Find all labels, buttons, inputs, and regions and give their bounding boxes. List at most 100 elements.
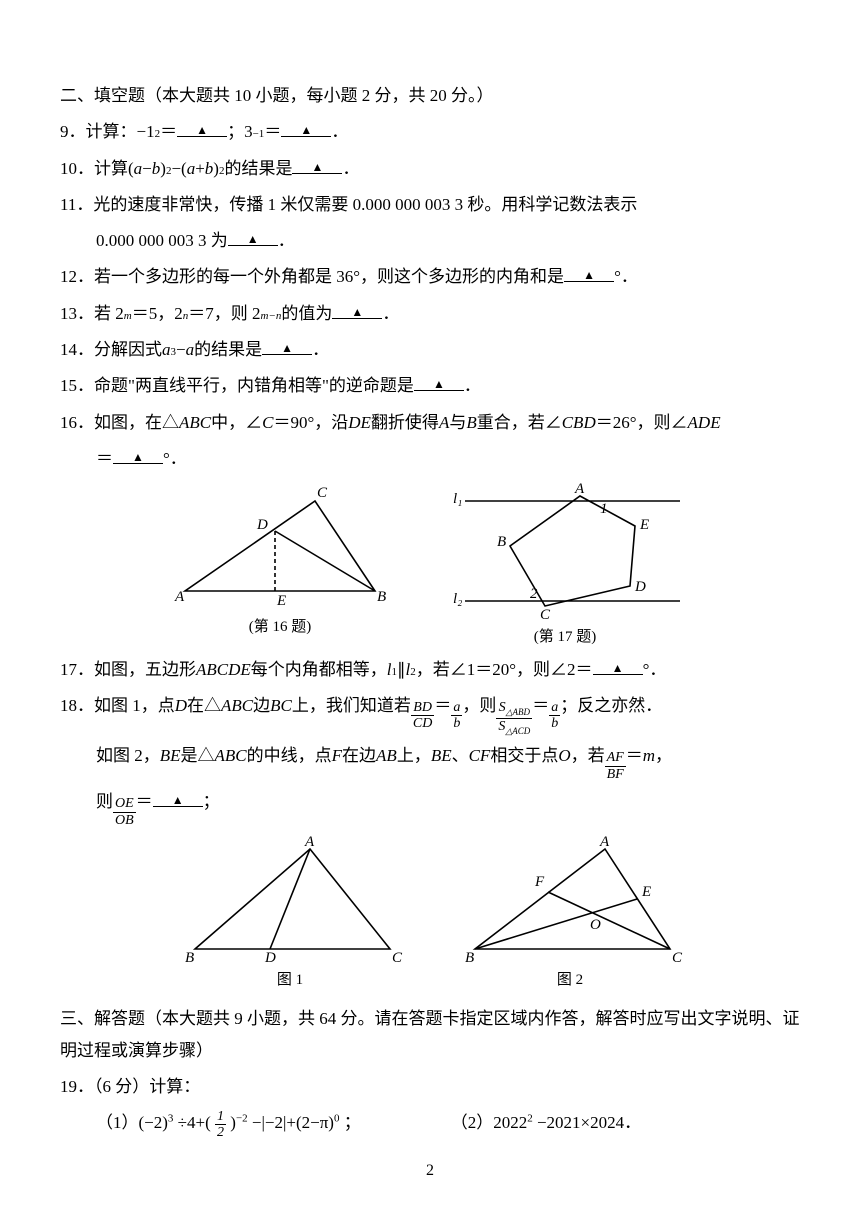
svg-text:A: A — [304, 834, 315, 850]
var-a: a — [134, 153, 143, 185]
q13: 13．若 2m ＝5，2n ＝7，则 2m−n 的值为 ． — [60, 298, 800, 330]
q18-t2: 在△ — [187, 690, 221, 722]
q9-t4: ＝ — [264, 116, 281, 148]
frac-af-bf: AFBF — [605, 750, 626, 782]
q12-t2: °． — [614, 261, 638, 293]
section-3-heading: 三、解答题（本大题共 9 小题，共 64 分。请在答题卡指定区域内作答，解答时应… — [60, 1003, 800, 1068]
den1: CD — [411, 716, 434, 731]
q13-t2: ＝5，2 — [132, 298, 183, 330]
q18-t21: ； — [203, 786, 220, 818]
num3: a — [549, 700, 560, 716]
q9: 9．计算：−12 ＝ ；3−1 ＝ ． — [60, 116, 800, 148]
q19: 19．（6 分）计算： — [60, 1071, 800, 1103]
den4: BF — [605, 767, 626, 782]
hn: 1 — [215, 1109, 226, 1125]
q18-t3: 边 — [253, 690, 270, 722]
q15-t1: 15．命题"两直线平行，内错角相等"的逆命题是 — [60, 370, 414, 402]
q18-t6: ，则 — [462, 690, 496, 722]
q11-line2: 0.000 000 003 3 为 ． — [60, 225, 800, 257]
q19-1b: ÷4+( — [178, 1113, 211, 1132]
blank-18 — [153, 789, 203, 807]
svg-text:l₂: l₂ — [453, 591, 462, 607]
q15-t2: ． — [464, 370, 481, 402]
svg-text:O: O — [590, 917, 601, 933]
q18-line3: 则 OEOB ＝ ； — [60, 786, 800, 828]
q17-t1: 17．如图，五边形 — [60, 654, 196, 686]
ssub2: △ACD — [505, 726, 530, 736]
frac-half: 12 — [215, 1109, 226, 1141]
q18-t16: ，若 — [571, 740, 605, 772]
q18-t15: 相交于点 — [490, 740, 558, 772]
s3-heading-text: 三、解答题（本大题共 9 小题，共 64 分。请在答题卡指定区域内作答，解答时应… — [60, 1003, 800, 1068]
page-number: 2 — [426, 1156, 434, 1186]
q9-t3: ；3 — [227, 116, 253, 148]
q14-t3: 的结果是 — [194, 334, 262, 366]
svg-text:A: A — [174, 589, 185, 605]
vBC: BC — [270, 690, 292, 722]
v5: B — [466, 407, 476, 439]
q16-t5: 与 — [449, 407, 466, 439]
q18-t19: 则 — [96, 786, 113, 818]
v3: DE — [348, 407, 371, 439]
q16-t7: ＝26°，则∠ — [596, 407, 688, 439]
svg-text:B: B — [497, 534, 506, 550]
q19-1e: ； — [344, 1113, 361, 1132]
vD: D — [175, 690, 187, 722]
q15: 15．命题"两直线平行，内错角相等"的逆命题是 ． — [60, 370, 800, 402]
q10-t1: 10．计算( — [60, 153, 134, 185]
q18-t12: 在边 — [342, 740, 376, 772]
q18-t17: ＝ — [626, 740, 643, 772]
svg-text:E: E — [639, 517, 649, 533]
vBE2: BE — [431, 740, 452, 772]
svg-text:B: B — [377, 589, 386, 605]
v2: C — [262, 407, 273, 439]
figure-16: AB CD E (第 16 题) — [165, 481, 395, 652]
v6: CBD — [562, 407, 596, 439]
triangle-16-diagram: AB CD E — [165, 481, 395, 611]
den3: b — [549, 716, 560, 731]
q10-t5: + — [195, 153, 205, 185]
figure-18a: AB CD 图 1 — [170, 834, 410, 995]
q13-t1: 13．若 2 — [60, 298, 124, 330]
q10-t4: −( — [171, 153, 186, 185]
pentagon-17-diagram: l₁l₂ AE DC B 12 — [435, 481, 695, 621]
sup-mn: m−n — [260, 306, 281, 327]
q18-t4: 上，我们知道若 — [292, 690, 411, 722]
svg-text:D: D — [264, 950, 276, 964]
q19-1a: （1）(−2) — [96, 1113, 168, 1132]
q11-t2: 0.000 000 003 3 为 — [96, 225, 228, 257]
svg-text:D: D — [256, 517, 268, 533]
var-a4: a — [186, 334, 195, 366]
q17-t2: 每个内角都相等， — [251, 654, 387, 686]
num2: a — [451, 700, 462, 716]
hd: 2 — [215, 1125, 226, 1140]
q19-2a: （2）2022 — [451, 1113, 528, 1132]
q18-t11: 的中线，点 — [247, 740, 332, 772]
figures-18: AB CD 图 1 AB CF EO 图 2 — [60, 834, 800, 995]
q9-t1: 9．计算：−1 — [60, 116, 155, 148]
q18-t9: 如图 2， — [96, 740, 160, 772]
q18-t10: 是△ — [181, 740, 215, 772]
q18-t14: 、 — [452, 740, 469, 772]
var-b2: b — [205, 153, 214, 185]
svg-text:F: F — [534, 874, 545, 890]
svg-text:A: A — [574, 481, 585, 497]
blank-15 — [414, 373, 464, 391]
q19-parts: （1）(−2)3 ÷4+( 12 )−2 −|−2|+(2−π)0 ； （2）2… — [60, 1107, 800, 1140]
blank-11 — [228, 228, 278, 246]
figure-18b: AB CF EO 图 2 — [450, 834, 690, 995]
svg-text:E: E — [276, 593, 286, 609]
q19-2b: −2021×2024． — [537, 1113, 641, 1132]
var-a3: a — [162, 334, 171, 366]
num5: OE — [113, 796, 136, 812]
var-b: b — [152, 153, 161, 185]
fig18a-caption: 图 1 — [277, 966, 303, 995]
q12: 12．若一个多边形的每一个外角都是 36°，则这个多边形的内角和是 °． — [60, 261, 800, 293]
q13-t3: ＝7，则 2 — [188, 298, 260, 330]
q9-t5: ． — [331, 116, 348, 148]
vm: m — [643, 740, 655, 772]
q16-t8: ＝ — [96, 443, 113, 475]
q16-t4: 翻折使得 — [371, 407, 439, 439]
q17-t3: ∥ — [397, 654, 406, 686]
sup-m: m — [124, 306, 132, 327]
